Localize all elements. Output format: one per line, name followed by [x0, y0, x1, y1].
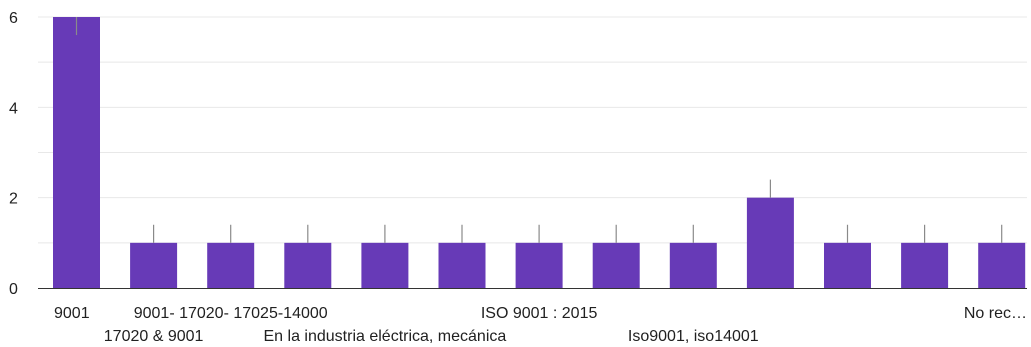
bar: [53, 17, 100, 288]
x-axis-ticks: 9001 17020 & 9001 9001- 17020- 17025-14000…: [54, 305, 1027, 345]
bar: [746, 197, 794, 288]
y-tick-label: 2: [9, 191, 18, 208]
bar: [515, 242, 563, 288]
bars: [53, 17, 1026, 288]
bar: [361, 242, 409, 288]
x-tick-label: ISO 9001 : 2015: [481, 305, 598, 322]
y-tick-label: 6: [9, 10, 18, 27]
x-tick-label: 9001: [54, 305, 90, 322]
x-tick-label: En la industria eléctrica, mecánica: [264, 328, 507, 345]
bar: [824, 242, 871, 288]
error-bars: [75, 17, 1003, 243]
x-tick-label: No rec…: [964, 305, 1027, 322]
bar: [901, 242, 949, 288]
gridlines: [38, 16, 1027, 244]
y-tick-label: 0: [9, 281, 18, 298]
bar: [438, 242, 486, 288]
y-axis-ticks: 0 2 4 6: [9, 10, 18, 298]
bar: [207, 242, 255, 288]
y-tick-label: 4: [9, 100, 18, 117]
x-tick-label: 17020 & 9001: [104, 328, 204, 345]
x-tick-label: Iso9001, iso14001: [628, 328, 759, 345]
bar: [130, 242, 178, 288]
bar: [669, 242, 717, 288]
x-tick-label: 9001- 17020- 17025-14000: [134, 305, 328, 322]
bar: [978, 242, 1026, 288]
bar: [284, 242, 332, 288]
bar: [592, 242, 640, 288]
